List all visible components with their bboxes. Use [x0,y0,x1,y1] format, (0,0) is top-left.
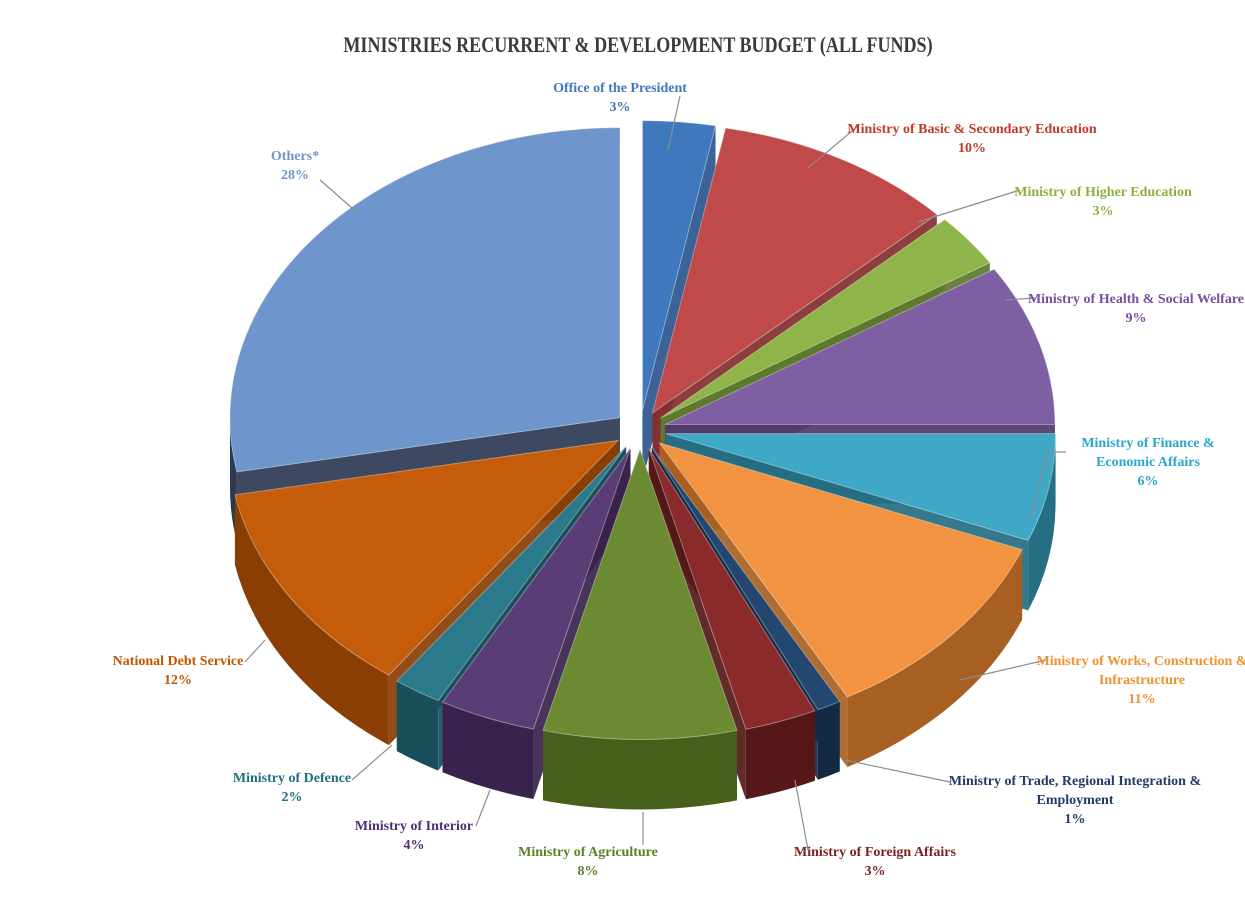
leader-line-9 [475,789,491,827]
slice-side-11-0 [234,494,389,746]
leader-line-7 [794,779,809,851]
slice-percent-label: 6% [1138,474,1159,489]
leader-line-10 [351,744,393,781]
leader-line-1 [807,125,859,169]
slice-name-label: Office of the President [553,81,687,96]
slice-side-8-0 [543,730,737,810]
slice-percent-label: 3% [610,100,631,115]
slice-ministry-of-basic-secondary-education[interactable] [651,127,938,415]
slice-percent-label: 1% [1065,812,1086,827]
slice-ministry-of-trade-regional-integration-employment[interactable] [651,447,841,711]
slice-name-label: Others* [271,149,319,164]
slice-name-label: Ministry of Works, Construction & [1037,654,1245,669]
slice-ministry-of-defence[interactable] [396,446,627,702]
slice-side-5-0 [847,549,1023,768]
slice-percent-label: 28% [281,168,309,183]
slice-percent-label: 11% [1128,692,1155,707]
slice-percent-label: 8% [578,864,599,879]
slice-office-of-the-president[interactable] [641,120,717,411]
leader-line-0 [667,95,681,151]
slice-others[interactable] [229,127,621,473]
leader-line-6 [844,759,951,783]
slice-percent-label: 2% [282,790,303,805]
slice-labels: Office of the President 3% Ministry of Bas… [113,81,1245,879]
slice-side-4-0 [1028,433,1056,611]
leader-line-12 [319,179,361,216]
slice-name-label: Ministry of Interior [355,819,473,834]
slice-percent-label: 3% [865,864,886,879]
slice-percent-label: 9% [1126,311,1147,326]
leader-line-4 [1029,451,1066,521]
slice-percent-label: 12% [164,673,192,688]
slice-name-label: Employment [1037,793,1114,808]
slice-name-label: Ministry of Defence [233,771,351,786]
slice-ministry-of-foreign-affairs[interactable] [648,448,816,730]
slice-name-label: Ministry of Higher Education [1014,185,1192,200]
slice-percent-label: 4% [404,838,425,853]
slice-ministry-of-finance-economic-affairs[interactable] [665,433,1057,542]
slice-name-label: National Debt Service [113,654,244,669]
leader-line-3 [1004,297,1036,301]
chart-title: MINISTRIES RECURRENT & DEVELOPMENT BUDGE… [343,33,932,57]
leader-lines [244,95,1066,851]
slice-percent-label: 3% [1093,204,1114,219]
slice-ministry-of-health-social-welfare[interactable] [664,268,1056,426]
slice-name-label: Ministry of Health & Social Welfare [1028,292,1244,307]
slice-tops [229,120,1057,740]
slice-name-label: Infrastructure [1099,673,1185,688]
slice-percent-label: 10% [958,141,986,156]
slice-national-debt-service[interactable] [234,439,620,676]
leader-line-11 [244,639,266,663]
slice-name-label: Ministry of Basic & Secondary Education [847,122,1096,137]
slice-ministry-of-agriculture[interactable] [542,447,738,740]
slice-name-label: Ministry of Foreign Affairs [794,845,956,860]
slice-name-label: Ministry of Agriculture [518,845,658,860]
slice-ministry-of-works-construction-infrastructure[interactable] [658,441,1023,698]
slice-ministry-of-interior[interactable] [441,447,631,730]
slice-name-label: Ministry of Trade, Regional Integration … [949,774,1201,789]
slice-name-label: Economic Affairs [1096,455,1200,470]
slice-ministry-of-higher-education[interactable] [660,218,991,419]
leader-line-5 [959,659,1047,681]
leader-line-2 [917,189,1021,223]
slice-name-label: Ministry of Finance & [1081,436,1214,451]
